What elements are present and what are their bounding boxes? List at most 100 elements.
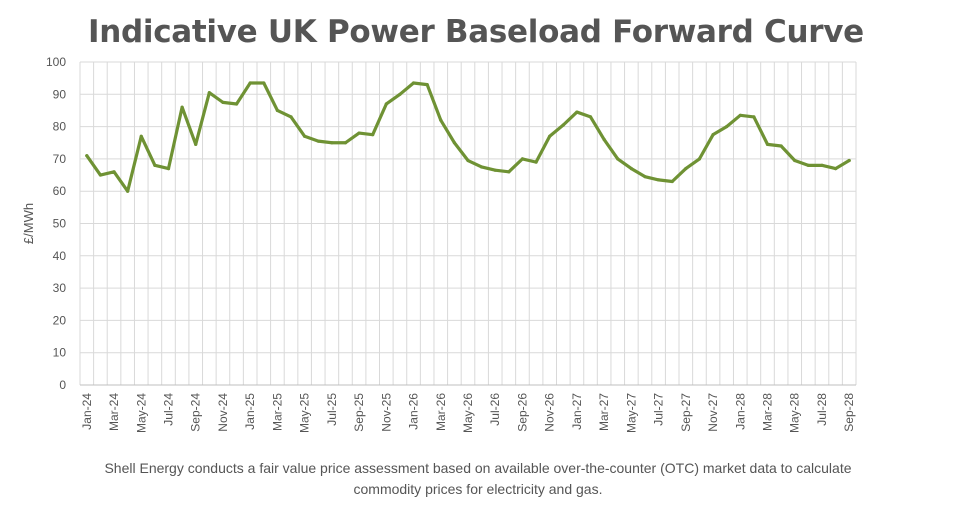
x-tick-label: May-28	[788, 393, 802, 433]
y-tick-label: 30	[53, 281, 67, 295]
data-point	[139, 134, 143, 138]
data-point	[779, 144, 783, 148]
x-tick-label: Jan-27	[570, 393, 584, 430]
data-point	[820, 163, 824, 167]
data-point	[262, 81, 266, 85]
x-tick-label: Jul-28	[815, 393, 829, 426]
data-point	[384, 102, 388, 106]
x-tick-label: Jan-26	[407, 393, 421, 430]
y-tick-label: 100	[46, 55, 66, 69]
data-point	[180, 105, 184, 109]
data-point	[548, 134, 552, 138]
x-tick-label: Nov-26	[543, 393, 557, 432]
x-tick-label: Jul-26	[488, 393, 502, 426]
data-point	[166, 166, 171, 171]
x-tick-label: Nov-24	[216, 393, 230, 432]
data-point	[480, 165, 484, 169]
data-point	[207, 91, 211, 95]
data-point	[507, 170, 511, 174]
data-point	[738, 113, 742, 117]
data-point	[398, 92, 402, 96]
series-line	[85, 81, 851, 193]
data-point	[833, 166, 838, 171]
data-point	[194, 142, 198, 146]
data-point	[85, 154, 89, 158]
x-tick-label: Mar-27	[597, 393, 611, 431]
data-point	[847, 158, 851, 163]
x-tick-label: Jan-28	[733, 393, 747, 430]
data-point	[411, 81, 416, 85]
data-point	[561, 123, 565, 127]
data-point	[303, 134, 307, 138]
data-point	[357, 131, 361, 135]
data-point	[670, 179, 674, 184]
data-point	[725, 125, 729, 129]
data-point	[602, 137, 606, 142]
data-point	[684, 166, 688, 171]
data-point	[697, 157, 702, 161]
y-tick-label: 10	[53, 346, 67, 360]
data-point	[793, 158, 797, 163]
data-point	[316, 139, 320, 143]
data-point	[439, 118, 443, 122]
x-tick-label: Sep-27	[679, 393, 693, 432]
data-point	[153, 163, 157, 167]
grid-lines	[79, 61, 857, 385]
y-tick-label: 70	[53, 152, 67, 166]
x-tick-label: Jul-25	[325, 393, 339, 426]
data-point	[656, 178, 661, 182]
data-point	[221, 100, 225, 104]
y-tick-label: 90	[53, 87, 67, 101]
data-point	[643, 175, 647, 179]
data-point	[425, 83, 429, 87]
x-tick-label: Jul-24	[161, 393, 175, 426]
y-tick-label: 80	[53, 120, 67, 134]
x-tick-label: Jan-25	[243, 393, 257, 430]
x-tick-label: May-26	[461, 393, 475, 433]
data-point	[588, 115, 593, 119]
data-point	[98, 173, 103, 177]
data-point	[711, 133, 715, 137]
data-point	[275, 108, 280, 113]
y-tick-label: 60	[53, 184, 67, 198]
caption-line-2: commodity prices for electricity and gas…	[353, 481, 603, 497]
data-point	[493, 168, 497, 172]
x-tick-label: Nov-25	[379, 393, 393, 432]
data-point	[289, 115, 293, 119]
data-point	[616, 157, 620, 161]
data-point	[234, 102, 239, 106]
caption: Shell Energy conducts a fair value price…	[0, 458, 956, 500]
data-point	[806, 163, 810, 167]
x-tick-label: Sep-26	[515, 393, 529, 432]
line-chart: 0 10 20 30 40 50 60 70 80 90 100 Jan-24 Mar-24 May-2…	[21, 55, 857, 433]
data-point	[248, 81, 252, 85]
series-group	[85, 81, 851, 193]
caption-line-1: Shell Energy conducts a fair value price…	[104, 460, 852, 476]
x-tick-label: Jan-24	[80, 393, 94, 430]
data-point	[112, 170, 116, 174]
data-point	[126, 189, 130, 193]
chart-title: Indicative UK Power Baseload Forward Cur…	[88, 14, 864, 50]
x-tick-label: Sep-24	[189, 393, 203, 432]
x-tick-label: May-27	[624, 393, 638, 433]
x-tick-label: Mar-28	[761, 393, 775, 431]
y-axis-ticks: 0 10 20 30 40 50 60 70 80 90 100	[46, 55, 66, 392]
x-tick-label: May-25	[298, 393, 312, 433]
y-tick-label: 50	[53, 217, 67, 231]
data-point	[343, 141, 348, 145]
x-tick-label: May-24	[134, 393, 148, 433]
data-point	[575, 110, 579, 114]
x-tick-label: Mar-26	[434, 393, 448, 431]
x-axis-ticks: Jan-24 Mar-24 May-24 Jul-24 Sep-24 Nov-24 Jan-…	[80, 393, 856, 433]
data-point	[466, 158, 470, 163]
data-point	[371, 133, 375, 137]
data-point	[534, 160, 538, 164]
data-point	[330, 141, 334, 145]
x-tick-label: Sep-28	[842, 393, 856, 432]
x-tick-label: Jul-27	[652, 393, 666, 426]
y-tick-label: 40	[53, 249, 67, 263]
data-point	[520, 157, 525, 161]
x-tick-label: Mar-25	[270, 393, 284, 431]
data-point	[629, 166, 633, 171]
y-tick-label: 0	[59, 378, 66, 392]
